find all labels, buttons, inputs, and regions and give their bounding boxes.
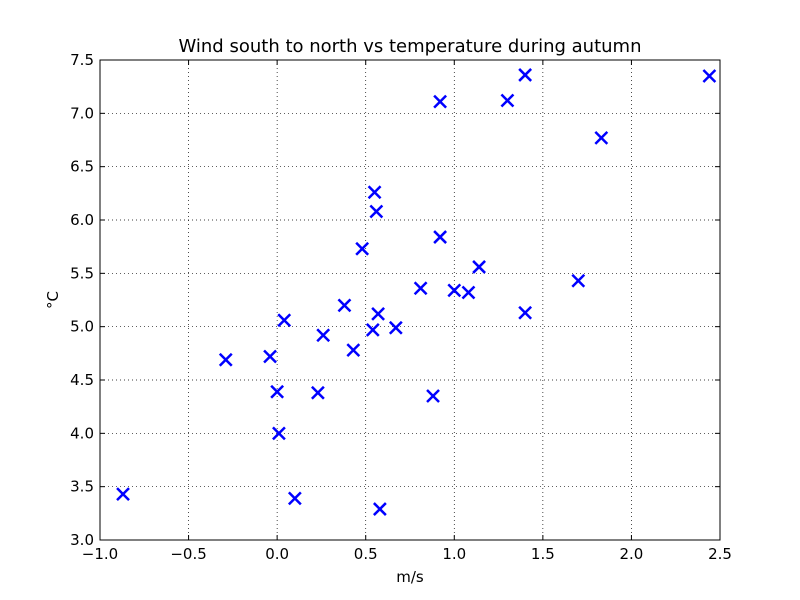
data-point	[287, 491, 302, 506]
y-tick-label: 5.0	[70, 318, 94, 336]
data-point	[367, 185, 382, 200]
x-tick-label: −0.5	[170, 545, 206, 563]
data-point	[571, 273, 586, 288]
data-point	[518, 305, 533, 320]
x-axis-label: m/s	[396, 568, 424, 586]
data-point	[311, 385, 325, 400]
x-tick-label: 0.5	[354, 545, 378, 563]
data-point	[518, 68, 533, 82]
data-point	[371, 306, 385, 321]
data-point	[277, 313, 292, 328]
data-point	[472, 260, 486, 274]
data-point	[270, 384, 285, 399]
data-point	[369, 204, 384, 219]
data-point	[500, 93, 515, 108]
y-axis-label: °C	[44, 291, 62, 309]
data-point	[426, 389, 440, 403]
data-point	[373, 502, 387, 516]
y-tick-label: 7.0	[70, 104, 94, 122]
data-point	[346, 343, 361, 358]
y-tick-label: 6.0	[70, 211, 94, 229]
data-point	[337, 298, 352, 313]
data-point	[447, 283, 462, 298]
y-tick-label: 5.5	[70, 264, 94, 282]
plot-frame	[99, 59, 721, 541]
data-point	[388, 320, 403, 335]
data-point	[433, 230, 447, 244]
data-point	[413, 281, 428, 296]
data-point	[355, 241, 370, 256]
data-point	[263, 349, 277, 364]
y-tick-label: 7.5	[70, 51, 94, 69]
x-tick-label: 2.5	[708, 545, 732, 563]
data-point	[218, 352, 233, 367]
x-tick-label: −1.0	[82, 545, 118, 563]
data-point	[702, 69, 717, 83]
y-tick-label: 3.0	[70, 531, 94, 549]
data-point	[365, 322, 380, 337]
data-points	[116, 68, 717, 516]
x-tick-label: 2.0	[619, 545, 643, 563]
data-point	[433, 94, 447, 109]
data-point	[594, 130, 609, 145]
y-tick-label: 4.0	[70, 424, 94, 442]
grid-lines	[99, 59, 721, 541]
x-tick-label: 1.0	[442, 545, 466, 563]
data-point	[272, 426, 286, 441]
axis-ticks: −1.0 −0.5 0.0 0.5 1.0 1.5 2.0 2.5 3.0 3.5 4.0 4.5 5.…	[70, 51, 732, 563]
y-tick-label: 6.5	[70, 158, 94, 176]
y-tick-label: 4.5	[70, 371, 94, 389]
x-tick-label: 0.0	[265, 545, 289, 563]
data-point	[461, 285, 476, 300]
x-tick-label: 1.5	[531, 545, 555, 563]
chart-title: Wind south to north vs temperature durin…	[179, 36, 642, 57]
y-tick-label: 3.5	[70, 478, 94, 496]
data-point	[116, 487, 130, 502]
data-point	[316, 328, 331, 343]
